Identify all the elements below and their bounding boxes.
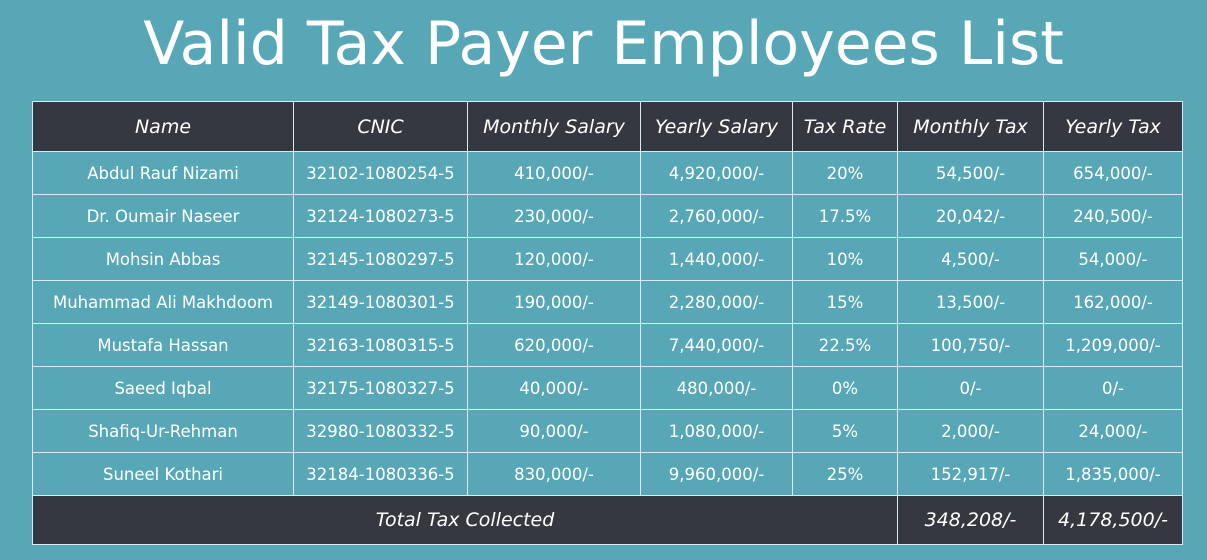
header-cnic: CNIC bbox=[293, 101, 468, 152]
cell-yearly-salary: 4,920,000/- bbox=[640, 151, 793, 195]
table-row: Mustafa Hassan 32163-1080315-5 620,000/- 7,… bbox=[32, 323, 1183, 367]
total-row: Total Tax Collected 348,208/- 4,178,500/… bbox=[32, 495, 1183, 545]
cell-cnic: 32163-1080315-5 bbox=[293, 323, 468, 367]
header-monthly-salary: Monthly Salary bbox=[467, 101, 641, 152]
table-row: Shafiq-Ur-Rehman 32980-1080332-5 90,000/- 1… bbox=[32, 409, 1183, 453]
cell-yearly-tax: 162,000/- bbox=[1043, 280, 1183, 324]
cell-name: Suneel Kothari bbox=[32, 452, 294, 496]
cell-monthly-salary: 620,000/- bbox=[467, 323, 641, 367]
cell-yearly-tax: 0/- bbox=[1043, 366, 1183, 410]
table-row: Abdul Rauf Nizami 32102-1080254-5 410,000/… bbox=[32, 151, 1183, 195]
cell-yearly-tax: 654,000/- bbox=[1043, 151, 1183, 195]
cell-tax-rate: 15% bbox=[792, 280, 898, 324]
cell-yearly-salary: 2,280,000/- bbox=[640, 280, 793, 324]
table-row: Suneel Kothari 32184-1080336-5 830,000/- 9,… bbox=[32, 452, 1183, 496]
cell-cnic: 32102-1080254-5 bbox=[293, 151, 468, 195]
cell-yearly-tax: 1,835,000/- bbox=[1043, 452, 1183, 496]
cell-monthly-salary: 190,000/- bbox=[467, 280, 641, 324]
cell-yearly-tax: 54,000/- bbox=[1043, 237, 1183, 281]
cell-yearly-salary: 7,440,000/- bbox=[640, 323, 793, 367]
cell-tax-rate: 22.5% bbox=[792, 323, 898, 367]
header-yearly-tax: Yearly Tax bbox=[1043, 101, 1183, 152]
page-title: Valid Tax Payer Employees List bbox=[143, 9, 1064, 79]
cell-monthly-salary: 90,000/- bbox=[467, 409, 641, 453]
cell-cnic: 32175-1080327-5 bbox=[293, 366, 468, 410]
table-header-row: Name CNIC Monthly Salary Yearly Salary T… bbox=[32, 101, 1183, 152]
cell-monthly-tax: 4,500/- bbox=[897, 237, 1044, 281]
cell-monthly-salary: 40,000/- bbox=[467, 366, 641, 410]
cell-monthly-tax: 0/- bbox=[897, 366, 1044, 410]
cell-tax-rate: 17.5% bbox=[792, 194, 898, 238]
cell-yearly-salary: 2,760,000/- bbox=[640, 194, 793, 238]
cell-yearly-tax: 1,209,000/- bbox=[1043, 323, 1183, 367]
cell-name: Mustafa Hassan bbox=[32, 323, 294, 367]
total-yearly-tax: 4,178,500/- bbox=[1043, 495, 1183, 545]
tax-payer-table: Name CNIC Monthly Salary Yearly Salary T… bbox=[32, 101, 1183, 545]
cell-tax-rate: 5% bbox=[792, 409, 898, 453]
cell-tax-rate: 0% bbox=[792, 366, 898, 410]
header-tax-rate: Tax Rate bbox=[792, 101, 898, 152]
cell-name: Shafiq-Ur-Rehman bbox=[32, 409, 294, 453]
cell-yearly-salary: 9,960,000/- bbox=[640, 452, 793, 496]
total-monthly-tax: 348,208/- bbox=[897, 495, 1044, 545]
header-name: Name bbox=[32, 101, 294, 152]
cell-yearly-tax: 24,000/- bbox=[1043, 409, 1183, 453]
cell-name: Abdul Rauf Nizami bbox=[32, 151, 294, 195]
table-row: Dr. Oumair Naseer 32124-1080273-5 230,000/… bbox=[32, 194, 1183, 238]
cell-tax-rate: 25% bbox=[792, 452, 898, 496]
cell-yearly-salary: 1,080,000/- bbox=[640, 409, 793, 453]
cell-cnic: 32184-1080336-5 bbox=[293, 452, 468, 496]
cell-monthly-salary: 410,000/- bbox=[467, 151, 641, 195]
total-label: Total Tax Collected bbox=[32, 495, 898, 545]
header-monthly-tax: Monthly Tax bbox=[897, 101, 1044, 152]
cell-name: Dr. Oumair Naseer bbox=[32, 194, 294, 238]
cell-monthly-tax: 13,500/- bbox=[897, 280, 1044, 324]
cell-cnic: 32145-1080297-5 bbox=[293, 237, 468, 281]
cell-monthly-salary: 230,000/- bbox=[467, 194, 641, 238]
table-row: Saeed Iqbal 32175-1080327-5 40,000/- 480,00… bbox=[32, 366, 1183, 410]
table-row: Muhammad Ali Makhdoom 32149-1080301-5 190,… bbox=[32, 280, 1183, 324]
cell-cnic: 32149-1080301-5 bbox=[293, 280, 468, 324]
cell-cnic: 32124-1080273-5 bbox=[293, 194, 468, 238]
cell-monthly-salary: 830,000/- bbox=[467, 452, 641, 496]
cell-tax-rate: 20% bbox=[792, 151, 898, 195]
cell-monthly-tax: 54,500/- bbox=[897, 151, 1044, 195]
cell-name: Mohsin Abbas bbox=[32, 237, 294, 281]
cell-monthly-tax: 152,917/- bbox=[897, 452, 1044, 496]
cell-tax-rate: 10% bbox=[792, 237, 898, 281]
cell-monthly-tax: 2,000/- bbox=[897, 409, 1044, 453]
cell-name: Muhammad Ali Makhdoom bbox=[32, 280, 294, 324]
cell-yearly-salary: 480,000/- bbox=[640, 366, 793, 410]
cell-yearly-salary: 1,440,000/- bbox=[640, 237, 793, 281]
cell-monthly-tax: 20,042/- bbox=[897, 194, 1044, 238]
header-yearly-salary: Yearly Salary bbox=[640, 101, 793, 152]
cell-cnic: 32980-1080332-5 bbox=[293, 409, 468, 453]
cell-name: Saeed Iqbal bbox=[32, 366, 294, 410]
table-row: Mohsin Abbas 32145-1080297-5 120,000/- 1,44… bbox=[32, 237, 1183, 281]
table-body: Abdul Rauf Nizami 32102-1080254-5 410,000/… bbox=[32, 151, 1183, 496]
cell-yearly-tax: 240,500/- bbox=[1043, 194, 1183, 238]
cell-monthly-salary: 120,000/- bbox=[467, 237, 641, 281]
cell-monthly-tax: 100,750/- bbox=[897, 323, 1044, 367]
